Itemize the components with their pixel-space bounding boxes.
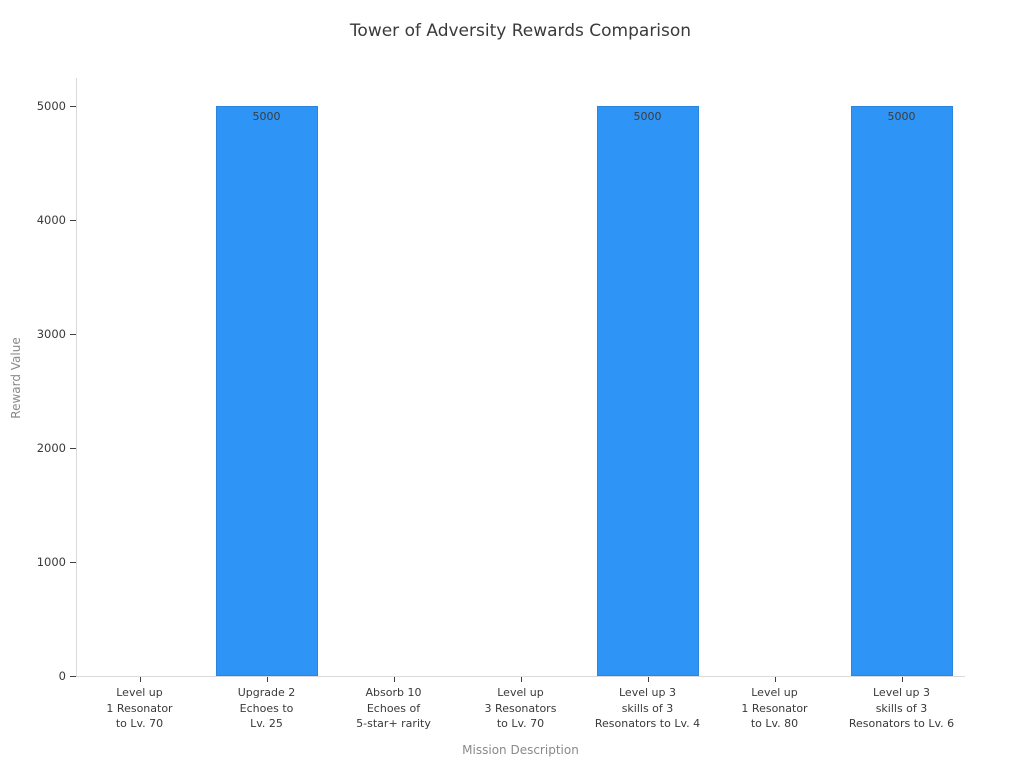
- x-tick-mark: [393, 677, 395, 682]
- x-tick-mark: [901, 677, 903, 682]
- x-axis-line: [76, 676, 965, 677]
- y-tick-mark: [70, 676, 76, 677]
- x-tick-mark: [266, 677, 268, 682]
- x-tick-label: Level up 1 Resonator to Lv. 80: [741, 686, 808, 730]
- y-tick-label: 1000: [36, 555, 66, 570]
- y-tick-label: 4000: [36, 213, 66, 228]
- bar-value-label: 5000: [887, 110, 916, 124]
- x-tick-mark: [139, 677, 141, 682]
- x-tick-label: Level up 3 skills of 3 Resonators to Lv.…: [848, 686, 955, 730]
- x-tick-label: Absorb 10 Echoes of 5-star+ rarity: [356, 686, 431, 730]
- x-tick-mark: [647, 677, 649, 682]
- bar: [215, 106, 318, 676]
- y-tick-mark: [70, 562, 76, 564]
- x-tick-mark: [774, 677, 776, 682]
- y-tick-label: 2000: [36, 441, 66, 456]
- x-tick-mark: [520, 677, 522, 682]
- x-tick-label: Level up 3 Resonators to Lv. 70: [484, 686, 557, 730]
- y-tick-mark: [70, 448, 76, 450]
- x-axis-title: Mission Description: [462, 743, 579, 757]
- y-tick-label: 3000: [36, 327, 66, 342]
- y-tick-mark: [70, 106, 76, 108]
- bar: [596, 106, 699, 676]
- y-tick-mark: [70, 220, 76, 222]
- bar-value-label: 5000: [633, 110, 662, 124]
- y-axis-line: [76, 78, 77, 676]
- y-tick-mark: [70, 334, 76, 336]
- chart-title: Tower of Adversity Rewards Comparison: [349, 21, 692, 41]
- bar: [850, 106, 953, 676]
- y-tick-label: 0: [58, 669, 66, 683]
- x-tick-label: Level up 1 Resonator to Lv. 70: [106, 686, 173, 730]
- bar-value-label: 5000: [252, 110, 281, 124]
- x-tick-label: Level up 3 skills of 3 Resonators to Lv.…: [594, 686, 701, 730]
- x-tick-label: Upgrade 2 Echoes to Lv. 25: [237, 686, 296, 730]
- y-tick-label: 5000: [36, 99, 66, 114]
